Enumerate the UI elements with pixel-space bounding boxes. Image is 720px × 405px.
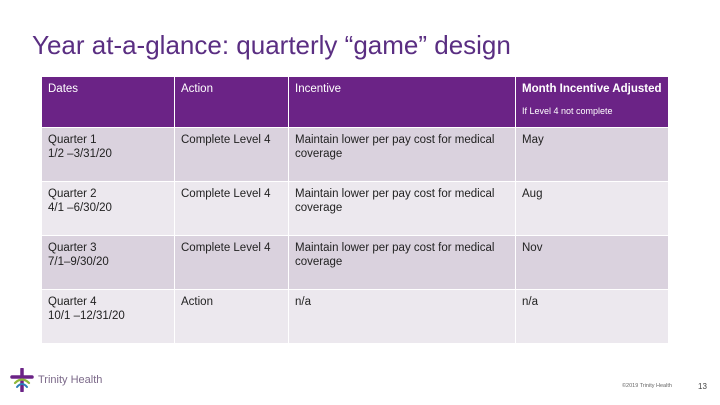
- cell-month: Aug: [515, 181, 669, 236]
- table-row: Quarter 3 7/1–9/30/20 Complete Level 4 M…: [41, 235, 669, 290]
- quarter-name: Quarter 1: [48, 134, 97, 146]
- quarter-range: 10/1 –12/31/20: [48, 310, 125, 322]
- page-number: 13: [698, 382, 707, 391]
- quarter-range: 1/2 –3/31/20: [48, 148, 112, 160]
- header-month-note: If Level 4 not complete: [522, 106, 613, 116]
- cell-incentive: Maintain lower per pay cost for medical …: [288, 127, 516, 182]
- table-row: Quarter 4 10/1 –12/31/20 Action n/a n/a: [41, 289, 669, 344]
- cell-incentive: Maintain lower per pay cost for medical …: [288, 181, 516, 236]
- cell-month: May: [515, 127, 669, 182]
- slide-title: Year at-a-glance: quarterly “game” desig…: [32, 30, 511, 60]
- table-header-row: Dates Action Incentive Month Incentive A…: [41, 76, 669, 128]
- cell-month: n/a: [515, 289, 669, 344]
- cell-action: Complete Level 4: [174, 181, 289, 236]
- header-action: Action: [174, 76, 289, 128]
- quarter-name: Quarter 3: [48, 242, 97, 254]
- cell-incentive: Maintain lower per pay cost for medical …: [288, 235, 516, 290]
- cell-dates: Quarter 4 10/1 –12/31/20: [41, 289, 175, 344]
- cell-dates: Quarter 3 7/1–9/30/20: [41, 235, 175, 290]
- table-row: Quarter 1 1/2 –3/31/20 Complete Level 4 …: [41, 127, 669, 182]
- cell-action: Action: [174, 289, 289, 344]
- quarter-range: 7/1–9/30/20: [48, 256, 109, 268]
- header-dates: Dates: [41, 76, 175, 128]
- cell-dates: Quarter 1 1/2 –3/31/20: [41, 127, 175, 182]
- cell-dates: Quarter 2 4/1 –6/30/20: [41, 181, 175, 236]
- quarterly-schedule-table: Dates Action Incentive Month Incentive A…: [41, 76, 669, 344]
- cell-action: Complete Level 4: [174, 127, 289, 182]
- header-month-incentive-adjusted: Month Incentive Adjusted If Level 4 not …: [515, 76, 669, 128]
- header-incentive: Incentive: [288, 76, 516, 128]
- table-row: Quarter 2 4/1 –6/30/20 Complete Level 4 …: [41, 181, 669, 236]
- header-month-label: Month Incentive Adjusted: [522, 83, 662, 95]
- logo-text: Trinity Health: [38, 374, 103, 386]
- quarter-range: 4/1 –6/30/20: [48, 202, 112, 214]
- quarter-name: Quarter 4: [48, 296, 97, 308]
- cell-month: Nov: [515, 235, 669, 290]
- trinity-cross-icon: [10, 368, 34, 392]
- trinity-health-logo: Trinity Health: [10, 368, 102, 392]
- copyright-text: ©2019 Trinity Health: [622, 383, 672, 389]
- cell-action: Complete Level 4: [174, 235, 289, 290]
- cell-incentive: n/a: [288, 289, 516, 344]
- quarter-name: Quarter 2: [48, 188, 97, 200]
